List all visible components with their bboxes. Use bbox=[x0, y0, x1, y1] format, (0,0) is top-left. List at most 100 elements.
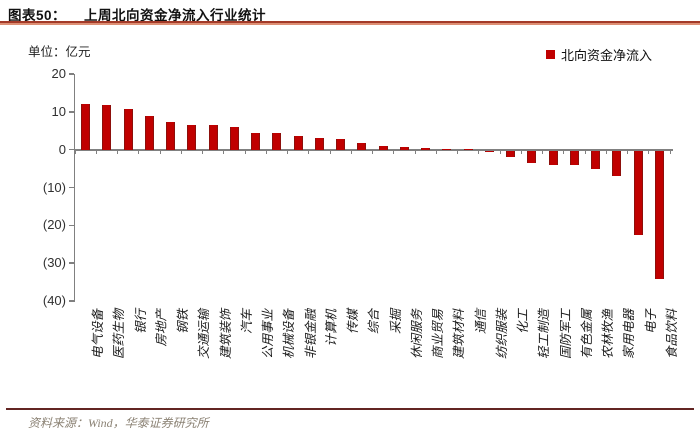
y-axis-tick bbox=[68, 148, 74, 151]
x-axis-category-label: 传媒 bbox=[346, 309, 361, 335]
x-axis-category-label: 房地产 bbox=[154, 309, 169, 347]
x-axis-category-label: 建筑装饰 bbox=[218, 309, 233, 360]
x-axis-tick bbox=[414, 149, 416, 155]
x-axis-category-label: 电子 bbox=[643, 309, 658, 335]
y-axis-tick-label: 0 bbox=[58, 141, 66, 157]
bar bbox=[144, 116, 154, 150]
x-axis-tick bbox=[244, 149, 246, 155]
y-axis-tick bbox=[68, 73, 74, 75]
x-axis-category-label: 计算机 bbox=[324, 309, 339, 347]
bar bbox=[293, 136, 303, 150]
y-axis-tick bbox=[68, 300, 74, 302]
figure-number: 图表50： bbox=[8, 8, 67, 23]
x-axis-category-label: 建筑材料 bbox=[452, 309, 467, 360]
y-axis-tick-label: (40) bbox=[42, 293, 66, 308]
x-axis-category-label: 国防军工 bbox=[558, 309, 573, 360]
bar bbox=[506, 150, 516, 157]
y-axis-tick-label: 10 bbox=[51, 103, 66, 119]
y-axis-tick-label: (20) bbox=[42, 217, 66, 233]
x-axis-tick bbox=[627, 149, 628, 155]
x-axis-category-label: 有色金属 bbox=[579, 309, 594, 360]
x-axis-category-label: 医药生物 bbox=[112, 309, 127, 360]
bar bbox=[654, 150, 664, 279]
bar bbox=[102, 104, 112, 150]
bar bbox=[208, 125, 218, 150]
plot-area bbox=[68, 73, 673, 302]
x-axis-tick bbox=[159, 149, 161, 155]
x-axis-category-label: 交通运输 bbox=[197, 309, 212, 360]
bar bbox=[229, 127, 239, 150]
x-axis-tick bbox=[605, 149, 607, 155]
bar bbox=[612, 150, 622, 176]
bar bbox=[442, 148, 452, 150]
bar bbox=[421, 148, 431, 150]
x-axis-tick bbox=[350, 149, 352, 155]
x-axis-tick bbox=[329, 149, 331, 155]
bar bbox=[314, 137, 324, 150]
x-axis-tick bbox=[265, 149, 267, 155]
x-axis-category-label: 化工 bbox=[516, 309, 531, 335]
x-axis-tick bbox=[478, 149, 480, 155]
source-note: 资料来源：Wind，华泰证券研究所 bbox=[28, 416, 209, 430]
x-axis-category-label: 休闲服务 bbox=[409, 309, 424, 360]
x-axis-line bbox=[73, 148, 673, 151]
bar bbox=[187, 124, 197, 150]
bar bbox=[336, 139, 346, 150]
x-axis-category-label: 银行 bbox=[133, 309, 148, 335]
footer-divider bbox=[6, 408, 694, 410]
bar bbox=[633, 150, 643, 236]
x-axis-category-label: 家用电器 bbox=[622, 309, 637, 360]
x-axis-tick bbox=[202, 149, 203, 155]
bar bbox=[357, 143, 367, 150]
x-axis-category-label: 电气设备 bbox=[91, 309, 106, 360]
bar bbox=[548, 150, 558, 165]
x-axis-tick bbox=[372, 149, 373, 155]
x-axis-tick bbox=[180, 149, 182, 155]
x-axis-tick bbox=[669, 149, 671, 155]
bar bbox=[123, 108, 133, 150]
bar bbox=[272, 133, 282, 150]
bar bbox=[399, 147, 409, 150]
bar bbox=[166, 121, 176, 150]
figure-title: 上周北向资金净流入行业统计 bbox=[84, 8, 267, 23]
bar bbox=[378, 145, 388, 150]
x-axis-category-label: 综合 bbox=[367, 309, 382, 335]
x-axis-tick bbox=[563, 149, 565, 155]
x-axis-tick bbox=[393, 149, 395, 155]
x-axis-tick bbox=[223, 149, 225, 155]
bar bbox=[81, 103, 91, 150]
bar bbox=[463, 148, 473, 150]
y-axis-tick bbox=[68, 262, 74, 264]
x-axis-category-label: 食品饮料 bbox=[664, 309, 679, 360]
x-axis-tick bbox=[74, 149, 76, 155]
legend-label: 北向资金净流入 bbox=[561, 48, 653, 63]
bar bbox=[591, 150, 601, 169]
bar bbox=[569, 150, 579, 166]
legend-swatch-icon bbox=[546, 50, 555, 59]
x-axis-category-label: 轻工制造 bbox=[537, 309, 552, 360]
x-axis-tick bbox=[648, 149, 650, 155]
x-axis-tick bbox=[457, 149, 458, 155]
x-axis-category-label: 机械设备 bbox=[282, 309, 297, 360]
x-axis-category-label: 通信 bbox=[473, 309, 488, 335]
bar bbox=[251, 133, 261, 150]
x-axis-tick bbox=[499, 149, 501, 155]
x-axis-category-label: 采掘 bbox=[388, 309, 403, 335]
title-divider bbox=[0, 21, 700, 25]
x-axis-category-label: 商业贸易 bbox=[431, 309, 446, 360]
x-axis-tick bbox=[117, 149, 118, 155]
y-axis-line bbox=[73, 74, 75, 302]
unit-label: 单位：亿元 bbox=[28, 45, 91, 59]
x-axis-tick bbox=[520, 149, 522, 155]
x-axis-tick bbox=[584, 149, 586, 155]
x-axis-tick bbox=[542, 149, 543, 155]
x-axis-category-label: 钢铁 bbox=[176, 309, 191, 335]
x-axis-tick bbox=[138, 149, 140, 155]
x-axis-category-label: 公用事业 bbox=[261, 309, 276, 360]
y-axis-tick-label: (10) bbox=[42, 179, 66, 195]
x-axis-category-label: 汽车 bbox=[239, 309, 254, 335]
x-axis-tick bbox=[308, 149, 310, 155]
x-axis-tick bbox=[287, 149, 288, 155]
